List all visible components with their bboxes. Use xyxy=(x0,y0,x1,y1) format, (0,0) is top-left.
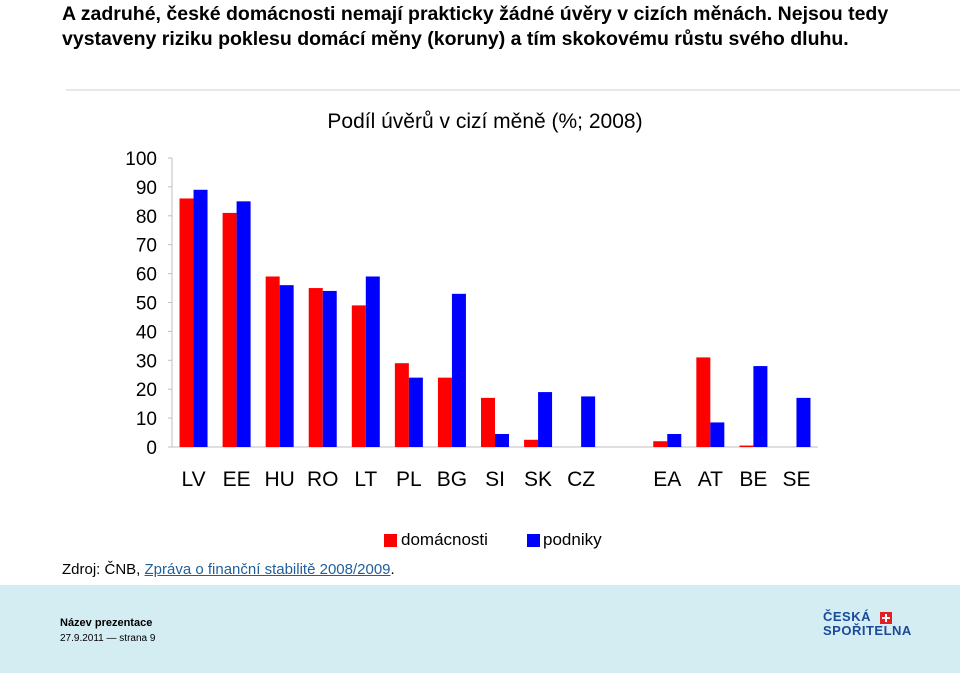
x-tick-label: SK xyxy=(524,468,552,491)
bar-podniky-si xyxy=(495,433,509,447)
source-note: Zdroj: ČNB, Zpráva o finanční stabilitě … xyxy=(62,561,395,578)
x-tick-label: BG xyxy=(437,468,467,491)
y-tick-label: 40 xyxy=(136,322,157,343)
bar-domacnosti-ee xyxy=(222,212,237,447)
legend: domácnosti podniky xyxy=(384,530,602,549)
bar-podniky-ee xyxy=(236,201,251,447)
logo-line1: ČESKÁ xyxy=(823,609,872,624)
bar-podniky-be xyxy=(753,366,768,447)
y-tick-label: 80 xyxy=(136,207,157,228)
source-prefix: Zdroj: ČNB, xyxy=(62,561,145,578)
x-tick-label: SE xyxy=(782,468,810,491)
bar-domacnosti-pl xyxy=(394,363,409,447)
x-tick-label: LT xyxy=(354,468,377,491)
bar-podniky-cz xyxy=(581,396,596,447)
x-tick-label: EA xyxy=(653,468,681,491)
bar-domacnosti-si xyxy=(481,397,495,447)
heading-divider xyxy=(66,89,960,91)
bar-domacnosti-sk xyxy=(524,439,539,447)
ceska-sporitelna-logo: ČESKÁ SPOŘITELNA xyxy=(823,609,912,638)
x-axis-labels: LV EE HU RO LT PL BG SI SK CZ EA AT BE SE xyxy=(181,468,810,491)
x-tick-label: EE xyxy=(223,468,251,491)
legend-label-podniky: podniky xyxy=(543,530,602,549)
x-tick-label: AT xyxy=(698,468,723,491)
source-link[interactable]: Zpráva o finanční stabilitě 2008/2009 xyxy=(144,561,391,578)
bar-podniky-se xyxy=(796,397,811,447)
bar-podniky-ro xyxy=(322,290,337,447)
legend-label-domacnosti: domácnosti xyxy=(401,530,488,549)
bar-podniky-hu xyxy=(279,285,294,447)
page-heading: A zadruhé, české domácnosti nemají prakt… xyxy=(62,3,889,50)
bar-podniky-lt xyxy=(365,276,380,447)
bar-domacnosti-hu xyxy=(265,276,280,447)
bar-podniky-pl xyxy=(408,377,423,447)
logo-mark-icon xyxy=(880,612,892,624)
bar-domacnosti-ro xyxy=(308,288,323,447)
bar-podniky-bg xyxy=(451,293,466,447)
logo-line2: SPOŘITELNA xyxy=(823,623,912,638)
bar-podniky-at xyxy=(710,422,725,447)
y-tick-label: 30 xyxy=(136,351,157,372)
x-tick-label: RO xyxy=(307,468,339,491)
x-tick-label: BE xyxy=(739,468,767,491)
y-tick-label: 0 xyxy=(146,438,157,459)
legend-swatch-podniky xyxy=(527,534,540,547)
bar-podniky-lv xyxy=(193,189,208,448)
y-tick-label: 70 xyxy=(136,236,157,257)
presentation-name: Název prezentace xyxy=(60,617,153,629)
footer-bar: Název prezentace 27.9.2011 — strana 9 ČE… xyxy=(0,585,960,673)
x-tick-label: CZ xyxy=(567,468,595,491)
y-tick-label: 10 xyxy=(136,409,157,430)
bar-domacnosti-be xyxy=(739,445,754,447)
x-tick-label: LV xyxy=(181,468,205,491)
bar-domacnosti-lt xyxy=(351,305,366,447)
y-tick-label: 60 xyxy=(136,265,157,286)
x-tick-label: HU xyxy=(264,468,294,491)
bar-domacnosti-at xyxy=(696,357,711,447)
source-suffix: . xyxy=(390,561,395,578)
y-tick-label: 100 xyxy=(125,149,157,170)
bars xyxy=(179,189,811,448)
legend-swatch-domacnosti xyxy=(384,534,397,547)
y-tick-label: 90 xyxy=(136,178,157,199)
x-tick-label: PL xyxy=(396,468,422,491)
x-tick-label: SI xyxy=(485,468,505,491)
bar-domacnosti-bg xyxy=(437,377,452,447)
bar-domacnosti-lv xyxy=(179,198,194,447)
y-tick-label: 50 xyxy=(136,294,157,315)
chart-title: Podíl úvěrů v cizí měně (%; 2008) xyxy=(327,110,642,133)
y-tick-label: 20 xyxy=(136,380,157,401)
bar-chart: Podíl úvěrů v cizí měně (%; 2008) 0 10 20 3… xyxy=(125,110,818,549)
bar-podniky-sk xyxy=(538,392,553,447)
date-page: 27.9.2011 — strana 9 xyxy=(60,633,156,644)
bar-podniky-ea xyxy=(667,433,682,447)
bar-domacnosti-ea xyxy=(653,441,668,447)
